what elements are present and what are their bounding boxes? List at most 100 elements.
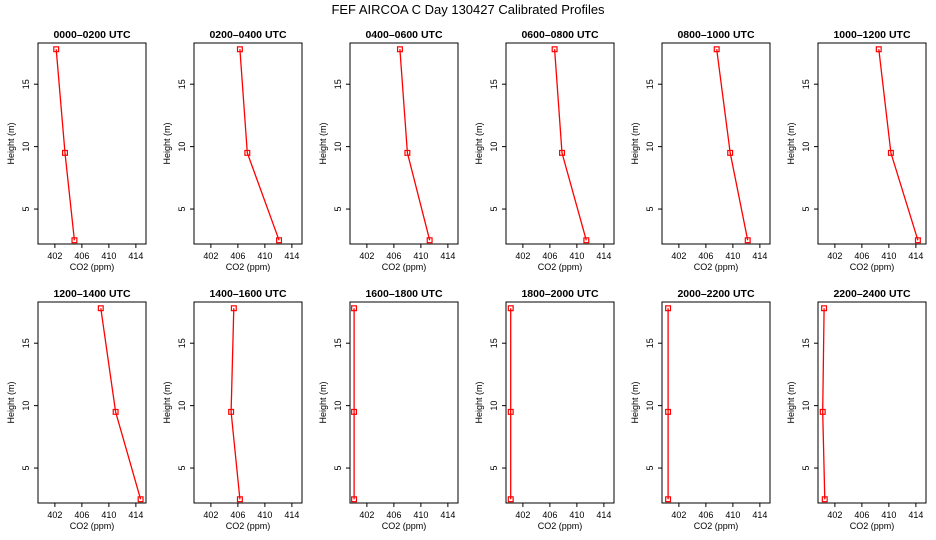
co2-profile-line (878, 49, 919, 241)
x-axis-label: CO2 (ppm) (538, 521, 583, 531)
x-tick-label: 402 (515, 510, 530, 520)
y-tick-label: 10 (21, 142, 31, 152)
y-axis-label: Height (m) (318, 381, 328, 423)
y-axis-label: Height (m) (162, 122, 172, 164)
plot-frame (505, 301, 615, 504)
x-tick-label: 402 (827, 510, 842, 520)
data-point (727, 149, 734, 156)
y-tick-label: 15 (177, 79, 187, 89)
y-tick-label: 15 (489, 79, 499, 89)
x-tick-label: 406 (74, 510, 89, 520)
y-tick-label: 10 (489, 142, 499, 152)
plot-frame (193, 42, 303, 245)
y-tick-label: 5 (21, 207, 31, 212)
data-point (97, 305, 104, 312)
profile-panel-5: 0800–1000 UTC 402 406 410 414 CO2 (ppm) 5 10 15 H… (630, 29, 771, 272)
y-tick-label: 15 (21, 338, 31, 348)
x-tick-label: 402 (47, 510, 62, 520)
data-point (351, 408, 358, 415)
y-tick-label: 10 (333, 142, 343, 152)
data-point (914, 237, 921, 244)
x-tick-label: 414 (284, 251, 299, 261)
panel-title: 0600–0800 UTC (521, 29, 598, 41)
y-tick-label: 15 (645, 338, 655, 348)
x-axis-label: CO2 (ppm) (382, 521, 427, 531)
y-tick-label: 5 (489, 466, 499, 471)
data-point (665, 496, 672, 503)
y-axis-label: Height (m) (6, 381, 16, 423)
y-tick-label: 15 (489, 338, 499, 348)
y-tick-label: 5 (333, 207, 343, 212)
x-tick-label: 410 (257, 251, 272, 261)
x-tick-label: 414 (752, 251, 767, 261)
x-tick-label: 406 (386, 510, 401, 520)
x-axis-label: CO2 (ppm) (70, 262, 115, 272)
co2-profile-line (716, 49, 749, 241)
x-axis-label: CO2 (ppm) (538, 262, 583, 272)
co2-profile-line (100, 308, 142, 500)
x-axis-label: CO2 (ppm) (226, 262, 271, 272)
x-tick-label: 410 (413, 251, 428, 261)
plot-frame (817, 301, 927, 504)
x-tick-label: 406 (542, 510, 557, 520)
co2-profile-line (55, 49, 76, 241)
x-tick-label: 402 (359, 510, 374, 520)
y-tick-label: 15 (177, 338, 187, 348)
y-axis-label: Height (m) (630, 381, 640, 423)
x-axis-label: CO2 (ppm) (694, 262, 739, 272)
data-point (236, 46, 243, 53)
data-point (137, 496, 144, 503)
data-point (875, 46, 882, 53)
y-axis-label: Height (m) (786, 381, 796, 423)
x-tick-label: 410 (101, 510, 116, 520)
y-tick-label: 5 (177, 466, 187, 471)
y-tick-label: 10 (177, 401, 187, 411)
plot-frame (661, 42, 771, 245)
x-tick-label: 410 (569, 251, 584, 261)
data-point (244, 149, 251, 156)
profile-panel-12: 2200–2400 UTC 402 406 410 414 CO2 (ppm) 5 10 15 H… (786, 288, 927, 531)
x-tick-label: 402 (671, 510, 686, 520)
y-tick-label: 15 (333, 79, 343, 89)
y-tick-label: 5 (21, 466, 31, 471)
x-tick-label: 414 (440, 510, 455, 520)
co2-profile-line (399, 49, 431, 241)
data-point (665, 305, 672, 312)
y-tick-label: 5 (645, 207, 655, 212)
plot-frame (817, 42, 927, 245)
x-axis-label: CO2 (ppm) (226, 521, 271, 531)
panel-title: 0000–0200 UTC (53, 29, 130, 41)
y-tick-label: 15 (333, 338, 343, 348)
y-tick-label: 10 (21, 401, 31, 411)
plot-frame (349, 42, 459, 245)
panel-title: 2000–2200 UTC (677, 288, 754, 300)
y-tick-label: 10 (177, 142, 187, 152)
data-point (230, 305, 237, 312)
y-tick-label: 5 (645, 466, 655, 471)
data-point (559, 149, 566, 156)
panel-title: 1600–1800 UTC (365, 288, 442, 300)
data-point (276, 237, 283, 244)
plot-frame (505, 42, 615, 245)
y-tick-label: 5 (489, 207, 499, 212)
plot-frame (349, 301, 459, 504)
x-tick-label: 406 (74, 251, 89, 261)
data-point (821, 496, 828, 503)
y-axis-label: Height (m) (786, 122, 796, 164)
x-axis-label: CO2 (ppm) (850, 262, 895, 272)
data-point (507, 496, 514, 503)
y-axis-label: Height (m) (474, 381, 484, 423)
x-tick-label: 410 (725, 510, 740, 520)
data-point (665, 408, 672, 415)
y-tick-label: 10 (645, 142, 655, 152)
x-tick-label: 402 (203, 251, 218, 261)
x-tick-label: 410 (725, 251, 740, 261)
x-tick-label: 410 (257, 510, 272, 520)
x-tick-label: 414 (284, 510, 299, 520)
x-tick-label: 414 (752, 510, 767, 520)
y-axis-label: Height (m) (6, 122, 16, 164)
data-point (821, 305, 828, 312)
x-tick-label: 414 (128, 510, 143, 520)
panel-title: 0200–0400 UTC (209, 29, 286, 41)
data-point (426, 237, 433, 244)
